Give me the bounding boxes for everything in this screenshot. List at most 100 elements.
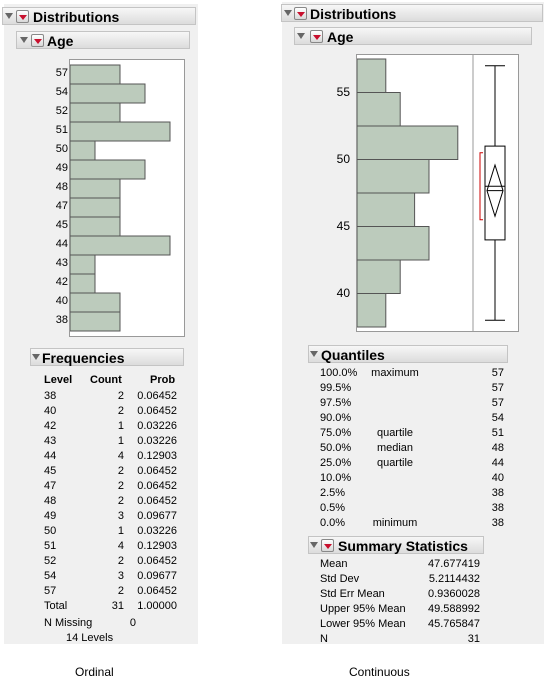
quantile-percent: 97.5% (320, 397, 352, 409)
ordinal-bar[interactable] (70, 254, 96, 275)
age-title: Age (327, 29, 354, 45)
red-triangle-menu-icon[interactable] (310, 30, 323, 43)
frequency-count: 1 (117, 525, 124, 537)
ordinal-tick-label: 49 (55, 162, 68, 174)
ordinal-tick-label: 50 (55, 143, 68, 155)
histogram-bar[interactable] (357, 192, 416, 227)
disclosure-triangle-icon[interactable] (32, 354, 40, 360)
ordinal-bar[interactable] (70, 121, 171, 142)
frequencies-title: Frequencies (42, 350, 125, 366)
frequency-prob: 0.06452 (137, 585, 177, 597)
histogram-tick-label: 55 (336, 84, 350, 99)
histogram-tick-label: 50 (336, 151, 350, 166)
ordinal-bar[interactable] (70, 140, 96, 161)
red-triangle-menu-icon[interactable] (294, 7, 307, 20)
frequency-level: 57 (44, 585, 57, 597)
ordinal-bar[interactable] (70, 83, 146, 104)
ordinal-tick-label: 57 (55, 67, 68, 79)
ordinal-bar[interactable] (70, 273, 96, 294)
frequency-level: 48 (44, 495, 57, 507)
disclosure-triangle-icon[interactable] (297, 33, 305, 39)
frequencies-header[interactable]: Frequencies (30, 348, 184, 366)
frequency-level: 38 (44, 390, 57, 402)
ordinal-bar[interactable] (70, 178, 121, 199)
left-distributions-header[interactable]: Distributions (2, 7, 196, 25)
ordinal-bar[interactable] (70, 235, 171, 256)
ordinal-bar[interactable] (70, 311, 121, 332)
disclosure-triangle-icon[interactable] (20, 37, 28, 43)
total-prob: 1.00000 (137, 600, 177, 612)
frequency-count: 3 (117, 570, 124, 582)
ordinal-tick-label: 40 (55, 295, 68, 307)
n-missing-value: 0 (129, 617, 136, 629)
outlier-box-plot[interactable] (484, 65, 506, 321)
ordinal-tick-label: 54 (55, 86, 68, 98)
ordinal-bar[interactable] (70, 197, 121, 218)
histogram-bar[interactable] (357, 259, 401, 294)
disclosure-triangle-icon[interactable] (5, 13, 13, 19)
ordinal-bar[interactable] (70, 64, 121, 85)
frequency-prob: 0.03226 (137, 420, 177, 432)
quantile-percent: 0.0% (320, 517, 346, 529)
ordinal-bar[interactable] (70, 216, 121, 237)
quantile-value: 51 (491, 427, 504, 439)
histogram-bar[interactable] (357, 159, 430, 194)
ordinal-tick-label: 44 (55, 238, 68, 250)
ordinal-tick-label: 45 (55, 219, 68, 231)
quantile-value: 57 (491, 397, 504, 409)
frequency-prob: 0.06452 (137, 495, 177, 507)
count-column-header: Count (90, 374, 122, 386)
ordinal-bar[interactable] (70, 292, 121, 313)
quantiles-header[interactable]: Quantiles (308, 345, 508, 363)
frequency-prob: 0.03226 (137, 525, 177, 537)
disclosure-triangle-icon[interactable] (284, 10, 292, 16)
frequency-level: 43 (44, 435, 57, 447)
total-label: Total (44, 600, 68, 612)
histogram-bar[interactable] (357, 293, 387, 328)
frequency-count: 2 (117, 390, 124, 402)
disclosure-triangle-icon[interactable] (310, 351, 318, 357)
frequency-count: 2 (117, 555, 124, 567)
prob-column-header: Prob (150, 374, 176, 386)
ordinal-bar[interactable] (70, 102, 121, 123)
frequency-level: 49 (44, 510, 57, 522)
frequency-count: 2 (117, 465, 124, 477)
frequency-level: 54 (44, 570, 57, 582)
n-missing-label: N Missing (44, 617, 93, 629)
histogram-bar[interactable] (357, 92, 401, 127)
summary-label: Std Dev (320, 573, 360, 585)
left-age-header[interactable]: Age (16, 31, 190, 49)
frequency-count: 1 (117, 420, 124, 432)
summary-label: Mean (320, 558, 348, 570)
quantile-value: 38 (491, 487, 504, 499)
quantiles-title: Quantiles (321, 347, 385, 363)
quantile-label: quartile (376, 427, 414, 439)
age-title: Age (47, 33, 74, 49)
ordinal-bar[interactable] (70, 159, 146, 180)
ordinal-tick-label: 38 (55, 314, 68, 326)
histogram-bar[interactable] (357, 58, 387, 93)
red-triangle-menu-icon[interactable] (321, 539, 334, 552)
frequency-count: 4 (117, 540, 124, 552)
disclosure-triangle-icon[interactable] (310, 542, 318, 548)
frequency-prob: 0.06452 (137, 390, 177, 402)
quantile-percent: 25.0% (320, 457, 352, 469)
continuous-caption: Continuous (349, 665, 410, 679)
quantile-value: 38 (491, 517, 504, 529)
histogram-bar[interactable] (357, 125, 459, 160)
summary-label: N (320, 633, 328, 645)
quantile-percent: 0.5% (320, 502, 346, 514)
right-distributions-header[interactable]: Distributions (281, 4, 543, 22)
frequency-prob: 0.03226 (137, 435, 177, 447)
level-column-header: Level (44, 374, 73, 386)
frequency-prob: 0.06452 (137, 465, 177, 477)
ordinal-tick-label: 43 (55, 257, 68, 269)
histogram-bar[interactable] (357, 226, 430, 261)
frequency-level: 44 (44, 450, 57, 462)
red-triangle-menu-icon[interactable] (31, 34, 44, 47)
summary-value: 47.677419 (428, 558, 480, 570)
right-age-header[interactable]: Age (294, 27, 532, 45)
red-triangle-menu-icon[interactable] (16, 10, 29, 23)
ordinal-tick-label: 52 (55, 105, 68, 117)
summary-statistics-header[interactable]: Summary Statistics (308, 536, 484, 554)
